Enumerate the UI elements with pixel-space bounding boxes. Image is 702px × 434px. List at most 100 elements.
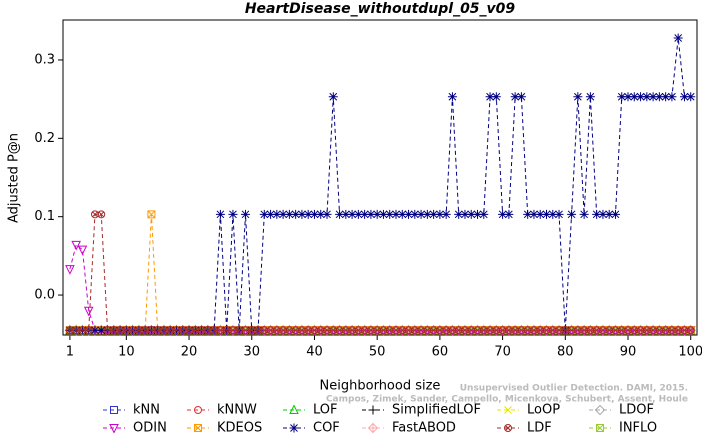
- series-line: [69, 37, 691, 331]
- legend-marker: [367, 422, 379, 434]
- data-point: [667, 92, 677, 102]
- x-tick-label: 10: [118, 345, 135, 360]
- data-point: [447, 92, 457, 102]
- data-point: [422, 209, 432, 219]
- data-point: [272, 209, 282, 219]
- data-point: [303, 209, 313, 219]
- data-point: [598, 209, 608, 219]
- data-point: [604, 209, 614, 219]
- data-point: [529, 326, 538, 335]
- data-point: [398, 326, 407, 335]
- data-point: [630, 326, 639, 335]
- data-point: [466, 209, 476, 219]
- data-point: [109, 326, 118, 335]
- data-point: [624, 326, 633, 335]
- data-point: [147, 210, 156, 219]
- data-point: [579, 209, 589, 219]
- data-point: [247, 326, 256, 335]
- data-point: [341, 209, 351, 219]
- data-point: [536, 326, 545, 335]
- data-point: [479, 326, 488, 335]
- data-point: [316, 209, 326, 219]
- data-point: [410, 326, 419, 335]
- legend-marker: [194, 406, 203, 414]
- series-line: [69, 213, 691, 331]
- data-point: [460, 326, 469, 335]
- data-point: [648, 92, 658, 102]
- data-point: [435, 326, 444, 335]
- data-point: [216, 326, 225, 335]
- y-tick-label: 0.2: [34, 131, 55, 146]
- data-point: [435, 209, 445, 219]
- data-point: [454, 326, 463, 335]
- data-point: [674, 326, 683, 335]
- data-point: [90, 325, 100, 335]
- data-point: [416, 209, 426, 219]
- data-point: [679, 92, 689, 102]
- data-point: [185, 326, 194, 335]
- data-point: [479, 209, 489, 219]
- data-point: [460, 209, 470, 219]
- data-point: [272, 326, 281, 335]
- data-point: [354, 326, 363, 335]
- data-point: [72, 326, 81, 335]
- x-tick-label: 20: [181, 345, 198, 360]
- data-point: [297, 326, 306, 335]
- data-point: [510, 92, 520, 102]
- data-point: [535, 209, 545, 219]
- data-point: [486, 326, 495, 335]
- data-point: [567, 209, 577, 219]
- data-point: [410, 209, 420, 219]
- data-point: [385, 209, 395, 219]
- data-point: [629, 92, 639, 102]
- legend-marker: [109, 424, 119, 434]
- data-point: [649, 326, 658, 335]
- x-tick-label: 70: [494, 345, 511, 360]
- data-point: [473, 326, 482, 335]
- data-point: [379, 326, 388, 335]
- data-point: [548, 326, 557, 335]
- data-point: [391, 326, 400, 335]
- data-point: [103, 326, 112, 335]
- data-point: [360, 209, 370, 219]
- data-point: [310, 326, 319, 335]
- series-line: [69, 244, 691, 331]
- data-point: [617, 92, 627, 102]
- data-point: [259, 209, 269, 219]
- data-point: [623, 92, 633, 102]
- data-point: [65, 326, 74, 335]
- data-point: [610, 209, 620, 219]
- chart-title: HeartDisease_withoutdupl_05_v09: [245, 1, 516, 17]
- data-point: [611, 326, 620, 335]
- x-tick-label: 80: [557, 345, 574, 360]
- data-point: [147, 326, 156, 335]
- data-point: [429, 326, 438, 335]
- data-point: [116, 326, 125, 335]
- data-point: [96, 325, 106, 335]
- legend-label: KDEOS: [217, 421, 262, 434]
- data-point: [285, 326, 294, 335]
- data-point: [454, 209, 464, 219]
- x-tick-label: 90: [620, 345, 637, 360]
- data-point: [580, 326, 589, 335]
- data-point: [84, 326, 93, 335]
- data-point: [397, 209, 407, 219]
- watermark: Campos, Zimek, Sander, Campello, Micenko…: [326, 395, 688, 405]
- data-point: [372, 209, 382, 219]
- data-point: [328, 92, 338, 102]
- data-point: [686, 326, 695, 335]
- data-point: [548, 209, 558, 219]
- legend-label: INFLO: [619, 421, 657, 434]
- data-point: [636, 92, 646, 102]
- data-point: [360, 326, 369, 335]
- x-tick-label: 30: [243, 345, 260, 360]
- data-point: [291, 209, 301, 219]
- data-point: [391, 209, 401, 219]
- data-point: [284, 209, 294, 219]
- data-point: [511, 326, 520, 335]
- data-point: [203, 326, 212, 335]
- data-point: [353, 209, 363, 219]
- data-point: [592, 326, 601, 335]
- data-point: [297, 209, 307, 219]
- data-point: [442, 326, 451, 335]
